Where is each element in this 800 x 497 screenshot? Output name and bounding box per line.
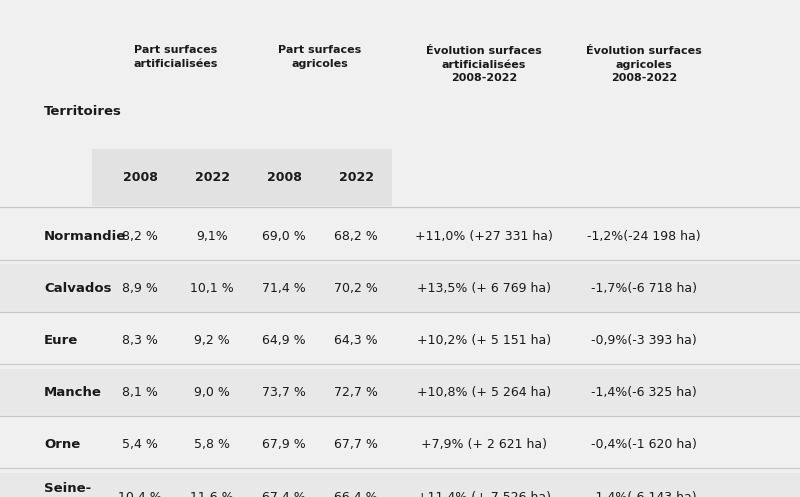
Text: 64,9 %: 64,9 % [262, 334, 306, 347]
Text: Calvados: Calvados [44, 282, 111, 295]
Text: Manche: Manche [44, 386, 102, 399]
Text: 10,1 %: 10,1 % [190, 282, 234, 295]
Text: +11,4% (+ 7 526 ha): +11,4% (+ 7 526 ha) [417, 491, 551, 497]
Text: 64,3 %: 64,3 % [334, 334, 378, 347]
Text: 69,0 %: 69,0 % [262, 230, 306, 243]
Text: 9,0 %: 9,0 % [194, 386, 230, 399]
Text: 2022: 2022 [338, 171, 374, 184]
FancyBboxPatch shape [0, 473, 800, 497]
Text: Eure: Eure [44, 334, 78, 347]
Text: 8,1 %: 8,1 % [122, 386, 158, 399]
Text: 2008: 2008 [266, 171, 302, 184]
Text: 72,7 %: 72,7 % [334, 386, 378, 399]
Text: Évolution surfaces
agricoles
2008-2022: Évolution surfaces agricoles 2008-2022 [586, 46, 702, 83]
Text: 8,9 %: 8,9 % [122, 282, 158, 295]
FancyBboxPatch shape [92, 149, 392, 206]
Text: Part surfaces
agricoles: Part surfaces agricoles [278, 45, 362, 69]
Text: 9,1%: 9,1% [196, 230, 228, 243]
Text: 2008: 2008 [122, 171, 158, 184]
Text: 5,4 %: 5,4 % [122, 438, 158, 451]
Text: 71,4 %: 71,4 % [262, 282, 306, 295]
Text: 70,2 %: 70,2 % [334, 282, 378, 295]
Text: Territoires: Territoires [44, 105, 122, 118]
Text: +7,9% (+ 2 621 ha): +7,9% (+ 2 621 ha) [421, 438, 547, 451]
Text: -1,4%(-6 143 ha): -1,4%(-6 143 ha) [591, 491, 697, 497]
Text: -0,9%(-3 393 ha): -0,9%(-3 393 ha) [591, 334, 697, 347]
Text: 5,8 %: 5,8 % [194, 438, 230, 451]
Text: 68,2 %: 68,2 % [334, 230, 378, 243]
Text: +13,5% (+ 6 769 ha): +13,5% (+ 6 769 ha) [417, 282, 551, 295]
Text: Normandie: Normandie [44, 230, 126, 243]
FancyBboxPatch shape [0, 368, 800, 416]
Text: 73,7 %: 73,7 % [262, 386, 306, 399]
Text: -0,4%(-1 620 ha): -0,4%(-1 620 ha) [591, 438, 697, 451]
Text: 67,4 %: 67,4 % [262, 491, 306, 497]
Text: Orne: Orne [44, 438, 80, 451]
Text: Part surfaces
artificialisées: Part surfaces artificialisées [134, 45, 218, 69]
Text: 8,2 %: 8,2 % [122, 230, 158, 243]
Text: +11,0% (+27 331 ha): +11,0% (+27 331 ha) [415, 230, 553, 243]
Text: 11,6 %: 11,6 % [190, 491, 234, 497]
Text: -1,2%(-24 198 ha): -1,2%(-24 198 ha) [587, 230, 701, 243]
FancyBboxPatch shape [0, 264, 800, 312]
Text: 66,4 %: 66,4 % [334, 491, 378, 497]
Text: 67,7 %: 67,7 % [334, 438, 378, 451]
Text: 9,2 %: 9,2 % [194, 334, 230, 347]
Text: Seine-
Maritime: Seine- Maritime [44, 483, 111, 497]
Text: 67,9 %: 67,9 % [262, 438, 306, 451]
Text: 10,4 %: 10,4 % [118, 491, 162, 497]
Text: Évolution surfaces
artificialisées
2008-2022: Évolution surfaces artificialisées 2008-… [426, 46, 542, 83]
Text: +10,2% (+ 5 151 ha): +10,2% (+ 5 151 ha) [417, 334, 551, 347]
Text: +10,8% (+ 5 264 ha): +10,8% (+ 5 264 ha) [417, 386, 551, 399]
Text: 2022: 2022 [194, 171, 230, 184]
Text: 8,3 %: 8,3 % [122, 334, 158, 347]
Text: -1,4%(-6 325 ha): -1,4%(-6 325 ha) [591, 386, 697, 399]
Text: -1,7%(-6 718 ha): -1,7%(-6 718 ha) [591, 282, 697, 295]
